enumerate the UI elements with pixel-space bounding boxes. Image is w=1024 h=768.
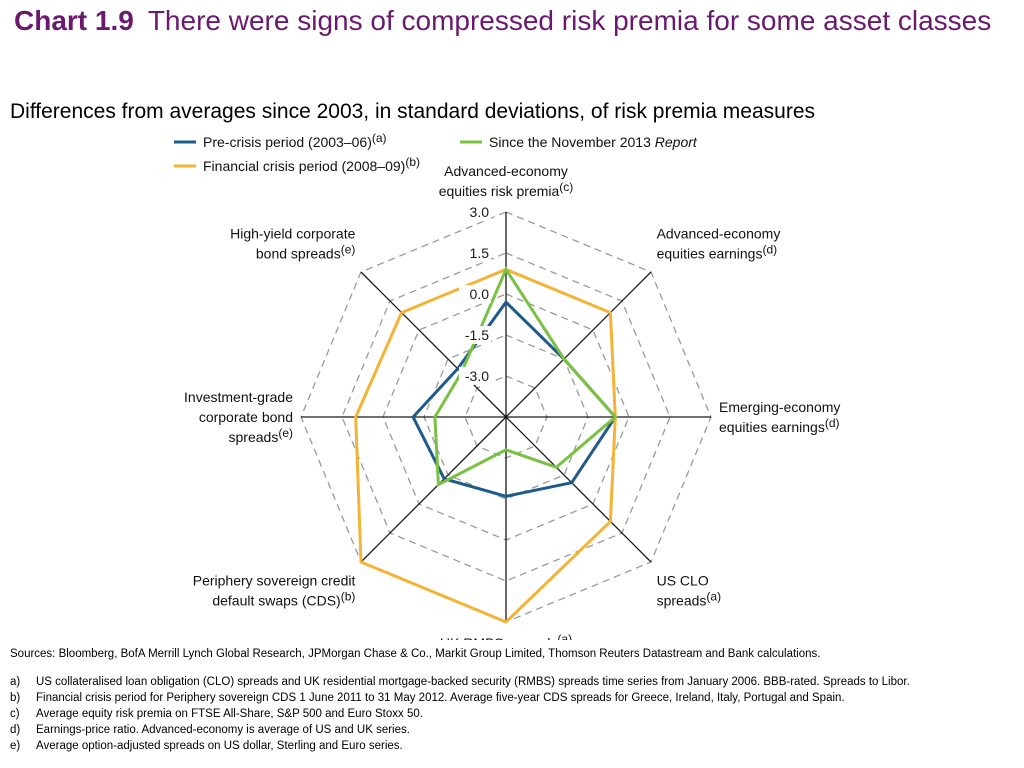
axis-label: US CLO spreads(a) (657, 573, 721, 609)
tick-label-bg (459, 367, 491, 385)
series-line (411, 299, 618, 498)
radar-series (354, 266, 618, 624)
chart-title: Chart 1.9 There were signs of compressed … (14, 4, 1014, 38)
tick-label: 1.5 (470, 245, 490, 261)
axis-label: Advanced-economy equities risk premia(c) (439, 163, 574, 199)
chart-title-text: There were signs of compressed risk prem… (147, 5, 992, 36)
axis-spoke (360, 271, 507, 418)
legend-label-since-report: Since the November 2013 Report (489, 134, 698, 150)
footnote-mark: c) (10, 708, 20, 720)
chart-number: Chart 1.9 (14, 5, 134, 36)
axis-spoke (505, 271, 652, 418)
radar-axis-labels: Advanced-economy equities risk premia(c) A… (184, 163, 840, 640)
tick-label: -3.0 (465, 368, 489, 384)
footnote-c: c) Average equity risk premia on FTSE All… (10, 706, 1020, 722)
series-line (433, 266, 618, 487)
legend-label-pre-crisis: Pre-crisis period (2003–06)(a) (203, 131, 387, 150)
footnote-text: US collateralised loan obligation (CLO) … (36, 676, 910, 688)
tick-label: 3.0 (470, 204, 490, 220)
chart-subtitle: Differences from averages since 2003, in… (10, 100, 816, 123)
radar-tick-labels: 3.0 1.5 0.0 -1.5 -3.0 (459, 203, 491, 385)
footnote-text: Earnings-price ratio. Advanced-economy i… (36, 724, 410, 736)
chart-notes: Sources: Bloomberg, BofA Merrill Lynch G… (10, 646, 1020, 754)
axis-label: Advanced-economy equities earnings(d) (657, 225, 781, 261)
axis-label: High-yield corporate bond spreads(e) (230, 225, 355, 261)
tick-label: -1.5 (465, 327, 489, 343)
axis-label: Emerging-economy equities earnings(d) (719, 399, 840, 435)
tick-label-bg (459, 244, 491, 262)
footnote-b: b) Financial crisis period for Periphery … (10, 690, 1020, 706)
sources-text: Sources: Bloomberg, BofA Merrill Lynch G… (10, 648, 821, 660)
footnote-mark: d) (10, 724, 21, 736)
footnote-text: Financial crisis period for Periphery so… (36, 692, 845, 704)
axis-spoke (505, 416, 652, 563)
axis-label: UK RMBS spreads(a) (440, 632, 572, 640)
footnote-e: e) Average option-adjusted spreads on US … (10, 738, 1020, 754)
series-line (354, 267, 617, 624)
tick-label-bg (459, 326, 491, 344)
legend-label-financial-crisis: Financial crisis period (2008–09)(b) (203, 155, 420, 174)
axis-label: Investment-grade corporate bond spreads(e) (184, 389, 293, 445)
footnote-a: a) US collateralised loan obligation (CLO… (10, 674, 1020, 690)
footnote-text: Average option-adjusted spreads on US do… (36, 740, 403, 752)
footnote-d: d) Earnings-price ratio. Advanced-economy… (10, 722, 1020, 738)
radar-chart: Pre-crisis period (2003–06)(a) Financial… (174, 131, 840, 640)
footnote-mark: a) (10, 676, 21, 688)
footnote-mark: b) (10, 692, 21, 704)
footnote-mark: e) (10, 740, 21, 752)
tick-label-bg (459, 285, 491, 303)
axis-spoke (360, 416, 507, 563)
radar-axes (301, 212, 711, 622)
axis-label: Periphery sovereign credit default swaps … (193, 573, 356, 609)
footnote-text: Average equity risk premia on FTSE All-S… (36, 708, 423, 720)
legend: Pre-crisis period (2003–06)(a) Financial… (174, 131, 698, 174)
tick-label-bg (459, 203, 491, 221)
tick-label: 0.0 (470, 286, 490, 302)
